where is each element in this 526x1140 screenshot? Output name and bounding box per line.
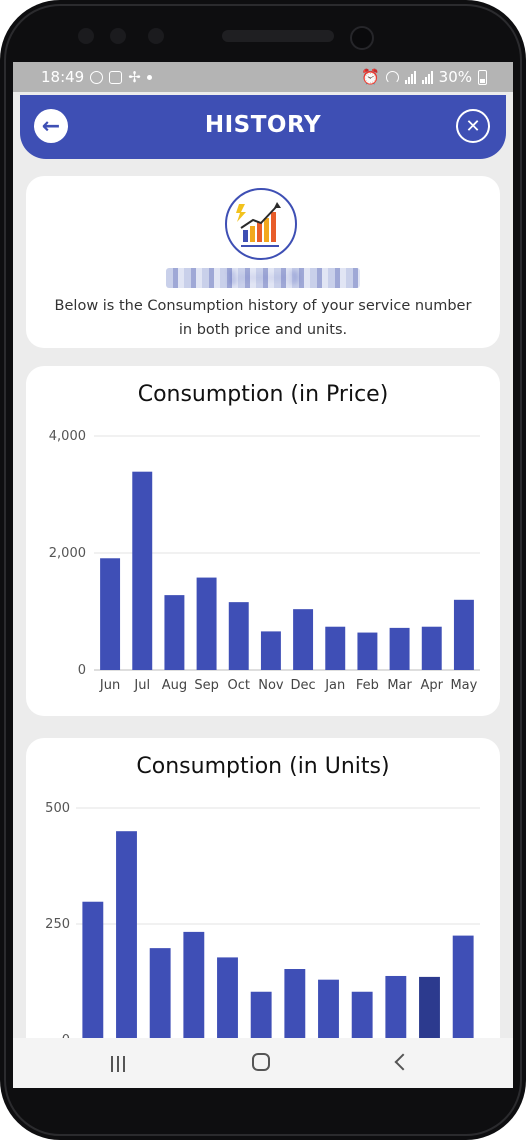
bar-feb	[357, 632, 378, 670]
system-back-button[interactable]	[394, 1053, 412, 1071]
fan-icon: ✢	[128, 68, 141, 86]
back-button[interactable]: ←	[34, 109, 68, 143]
close-icon: ✕	[465, 115, 481, 137]
bar-jan	[318, 979, 339, 1040]
bar-jul	[116, 831, 137, 1040]
app-header: ← HISTORY ✕	[20, 95, 506, 159]
screen: 18:49 ✢ ⏰ 30% ← HISTORY ✕	[13, 62, 513, 1088]
x-tick-label: Sep	[194, 678, 219, 693]
bar-oct	[228, 602, 249, 670]
signal-icon	[421, 70, 433, 84]
x-tick-label: Nov	[258, 678, 284, 693]
x-tick-label: Mar	[387, 678, 412, 693]
gallery-icon	[109, 70, 123, 84]
phone-bezel	[4, 4, 522, 1136]
x-tick-label: May	[450, 678, 477, 693]
battery-percent: 30%	[438, 68, 472, 86]
status-time: 18:49	[41, 68, 85, 86]
close-button[interactable]: ✕	[456, 109, 490, 143]
bar-jan	[325, 626, 346, 670]
bar-oct	[217, 957, 238, 1040]
units-chart-card: Consumption (in Units) 0250500JunJulAugS…	[26, 738, 500, 1088]
bar-nov	[260, 631, 281, 670]
earpiece-speaker	[222, 30, 334, 42]
bar-jul	[132, 471, 153, 670]
bar-sep	[196, 577, 217, 670]
bar-dec	[284, 969, 306, 1040]
notification-dot-icon	[146, 74, 152, 80]
service-number: 1··········3	[166, 268, 360, 288]
bar-jun	[100, 558, 121, 670]
x-tick-label: Jun	[99, 678, 120, 693]
bar-jun	[82, 901, 104, 1040]
wifi-icon	[385, 70, 399, 84]
whatsapp-icon	[90, 70, 104, 84]
price-bar-chart: 0 2,000 4,000 Jun Jul Aug Sep Oct Nov Dec Jan Feb Ma…	[49, 429, 480, 693]
recents-button[interactable]	[111, 1056, 125, 1072]
home-button[interactable]	[252, 1053, 270, 1071]
x-tick-label: Feb	[356, 678, 379, 693]
x-tick-label: Oct	[228, 678, 250, 693]
front-sensor	[78, 28, 94, 44]
system-nav-bar	[13, 1038, 513, 1088]
signal-icon	[404, 70, 416, 84]
y-tick-label: 0	[78, 663, 86, 678]
y-tick-label: 500	[45, 801, 70, 816]
bar-aug	[164, 595, 185, 670]
battery-icon	[478, 69, 487, 85]
bar-dec	[293, 609, 314, 670]
bar-mar	[389, 627, 410, 670]
service-info-card: 1··········3 Below is the Consumption hi…	[26, 176, 500, 348]
chart-title: Consumption (in Price)	[137, 382, 389, 407]
page-title: HISTORY	[204, 112, 322, 138]
front-sensor	[148, 28, 164, 44]
y-tick-label: 4,000	[49, 429, 86, 444]
history-description: Below is the Consumption history of your…	[54, 298, 472, 338]
x-tick-label: Apr	[421, 678, 444, 693]
chart-title: Consumption (in Units)	[136, 754, 390, 779]
bar-sep	[183, 931, 205, 1040]
y-tick-label: 2,000	[49, 546, 86, 561]
bar-aug	[149, 948, 171, 1040]
growth-chart-icon	[236, 202, 281, 247]
bar-apr	[419, 976, 440, 1040]
bar-apr	[421, 626, 442, 670]
y-tick-label: 250	[45, 917, 70, 932]
price-chart-card: Consumption (in Price) 0 2,000 4,000 Jun Jul…	[26, 366, 500, 716]
bar-may	[452, 935, 474, 1040]
bar-feb	[351, 991, 373, 1040]
front-sensor	[110, 28, 126, 44]
status-bar: 18:49 ✢ ⏰ 30%	[13, 62, 513, 92]
x-tick-label: Jan	[324, 678, 345, 693]
alarm-icon: ⏰	[360, 68, 380, 86]
units-bar-chart: 0250500JunJulAugSepOctNovDecJanFebMarApr…	[45, 801, 480, 1063]
bar-may	[453, 599, 474, 670]
bar-nov	[250, 991, 272, 1040]
front-camera	[350, 26, 374, 50]
x-tick-label: Aug	[162, 678, 187, 693]
bar-mar	[385, 975, 407, 1040]
arrow-left-icon: ←	[41, 113, 61, 139]
x-tick-label: Jul	[133, 678, 150, 693]
consumption-logo	[225, 188, 297, 260]
x-tick-label: Dec	[291, 678, 316, 693]
